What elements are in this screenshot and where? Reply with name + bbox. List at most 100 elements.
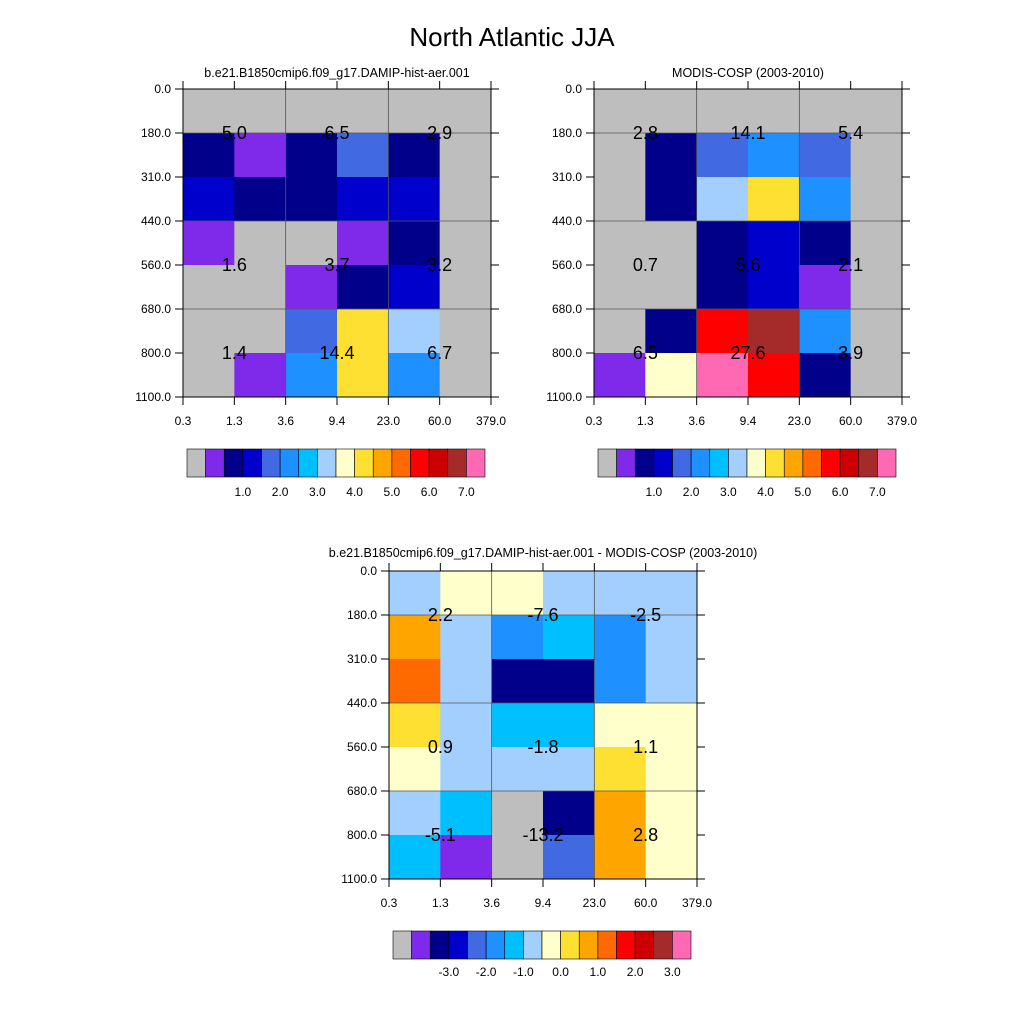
cell-obs-r5-c2 [696, 309, 749, 354]
cell-obs-r1-c3 [748, 133, 800, 178]
y-tick-label: 0.0 [154, 82, 171, 96]
colorbar-box [709, 448, 729, 478]
cell-obs-r0-c0 [594, 89, 646, 134]
cell-obs-r1-c0 [594, 133, 646, 178]
colorbar-box [372, 448, 393, 478]
cell-annotation: 6.7 [427, 343, 452, 363]
cell-annotation: 3.7 [324, 255, 349, 275]
y-tick-label: 680.0 [141, 302, 171, 316]
cell-model-r0-c0 [183, 89, 235, 134]
colorbar-box [391, 448, 411, 478]
cell-annotation: 3.9 [838, 343, 863, 363]
cell-diff-r1-c3 [543, 615, 595, 660]
cell-diff-r1-c1 [440, 615, 493, 660]
cell-model-r1-c4 [388, 133, 441, 178]
cell-diff-r3-c3 [543, 703, 595, 748]
colorbar-box [467, 930, 487, 960]
cell-model-r0-c1 [234, 89, 287, 134]
x-tick-label: 23.0 [788, 414, 812, 428]
y-tick-label: 310.0 [552, 170, 582, 184]
cell-obs-r3-c3 [748, 221, 800, 266]
colorbar-label: 7.0 [458, 485, 475, 499]
y-tick-label: 440.0 [552, 214, 582, 228]
colorbar-box [354, 448, 374, 478]
cell-obs-r2-c1 [645, 177, 698, 222]
cell-diff-r0-c0 [389, 571, 441, 616]
cell-diff-r2-c3 [543, 659, 595, 704]
colorbar-box [560, 930, 580, 960]
colorbar-box [653, 930, 673, 960]
colorbar-label: -1.0 [513, 965, 534, 979]
cell-obs-r2-c2 [696, 177, 749, 222]
cell-annotation: 6.5 [633, 343, 658, 363]
colorbar-box [858, 448, 878, 478]
colorbar-label: 2.0 [683, 485, 700, 499]
cell-model-r2-c0 [183, 177, 235, 222]
x-tick-label: 23.0 [377, 414, 401, 428]
cell-obs-r6-c0 [594, 353, 646, 398]
cell-diff-r6-c0 [389, 835, 441, 880]
cell-model-r6-c0 [183, 353, 235, 398]
cell-diff-r5-c0 [389, 791, 441, 836]
panel-title-obs: MODIS-COSP (2003-2010) [672, 66, 824, 80]
x-tick-label: 0.3 [175, 414, 192, 428]
cell-obs-r3-c0 [594, 221, 646, 266]
x-tick-label: 1.3 [432, 896, 449, 910]
colorbar-box [186, 448, 206, 478]
colorbar-box [429, 930, 450, 960]
x-tick-label: 379.0 [682, 896, 712, 910]
colorbar-box [821, 448, 841, 478]
cell-model-r4-c3 [337, 265, 389, 310]
cell-diff-r3-c1 [440, 703, 493, 748]
cell-obs-r2-c0 [594, 177, 646, 222]
cell-model-r1-c2 [285, 133, 338, 178]
cell-diff-r3-c2 [491, 703, 544, 748]
cell-model-r4-c5 [439, 265, 492, 310]
cell-model-r2-c2 [285, 177, 338, 222]
cell-model-r0-c2 [285, 89, 338, 134]
cell-annotation: 5.0 [222, 123, 247, 143]
cell-model-r2-c1 [234, 177, 287, 222]
y-tick-label: 310.0 [141, 170, 171, 184]
cell-model-r4-c0 [183, 265, 235, 310]
y-tick-label: 560.0 [347, 740, 377, 754]
cell-diff-r6-c3 [543, 835, 595, 880]
cell-model-r4-c1 [234, 265, 287, 310]
cell-diff-r4-c2 [491, 747, 544, 792]
cell-diff-r4-c1 [440, 747, 493, 792]
cell-annotation: 6.5 [324, 123, 349, 143]
colorbar-box [541, 930, 561, 960]
cell-annotation: 1.6 [222, 255, 247, 275]
y-tick-label: 440.0 [347, 696, 377, 710]
colorbar-box [261, 448, 281, 478]
colorbar-box [597, 448, 617, 478]
cell-obs-r0-c1 [645, 89, 698, 134]
x-tick-label: 60.0 [428, 414, 452, 428]
cell-diff-r0-c4 [594, 571, 647, 616]
y-tick-label: 180.0 [552, 126, 582, 140]
x-tick-label: 1.3 [637, 414, 654, 428]
cell-annotation: 3.2 [427, 255, 452, 275]
cell-obs-r5-c1 [645, 309, 698, 354]
colorbar-box [298, 448, 318, 478]
cell-diff-r1-c4 [594, 615, 647, 660]
cell-diff-r2-c4 [594, 659, 647, 704]
x-tick-label: 23.0 [583, 896, 607, 910]
cell-diff-r4-c3 [543, 747, 595, 792]
x-tick-label: 9.4 [329, 414, 346, 428]
cell-obs-r1-c1 [645, 133, 698, 178]
y-tick-label: 310.0 [347, 652, 377, 666]
cell-obs-r4-c1 [645, 265, 698, 310]
colorbar-box [279, 448, 300, 478]
cell-diff-r6-c5 [645, 835, 698, 880]
colorbar-box [672, 448, 692, 478]
colorbar-box [411, 930, 431, 960]
cell-obs-r5-c3 [748, 309, 800, 354]
colorbar-box [317, 448, 337, 478]
colorbar-box [447, 448, 467, 478]
colorbar-box [448, 930, 468, 960]
y-tick-label: 800.0 [347, 828, 377, 842]
cell-model-r5-c4 [388, 309, 441, 354]
cell-annotation: 2.9 [427, 123, 452, 143]
colorbar-label: 3.0 [720, 485, 737, 499]
